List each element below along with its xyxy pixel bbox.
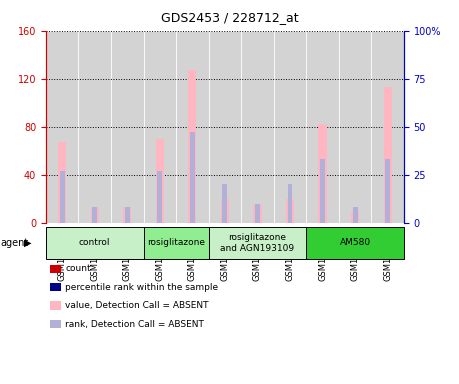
Text: percentile rank within the sample: percentile rank within the sample — [65, 283, 218, 292]
Bar — [353, 207, 358, 223]
Bar — [241, 31, 274, 223]
Bar — [274, 31, 306, 223]
Bar — [111, 31, 144, 223]
Bar — [255, 204, 260, 223]
Text: count: count — [65, 264, 91, 273]
Text: rosiglitazone
and AGN193109: rosiglitazone and AGN193109 — [220, 233, 295, 253]
Bar — [223, 184, 227, 223]
Text: AM580: AM580 — [340, 238, 371, 247]
Bar — [144, 31, 176, 223]
Bar — [371, 31, 404, 223]
Bar — [286, 199, 294, 223]
Bar — [306, 31, 339, 223]
Bar — [385, 159, 390, 223]
Bar — [188, 70, 196, 223]
Bar — [157, 171, 162, 223]
Bar — [60, 171, 65, 223]
Bar — [287, 184, 292, 223]
Bar — [190, 132, 195, 223]
Bar — [209, 31, 241, 223]
Bar — [125, 207, 130, 223]
Bar — [319, 124, 327, 223]
Bar — [78, 31, 111, 223]
Text: ▶: ▶ — [24, 238, 31, 248]
Bar — [351, 211, 359, 223]
Bar — [92, 207, 97, 223]
Bar — [384, 87, 392, 223]
Bar — [91, 207, 99, 223]
Bar — [339, 31, 371, 223]
Bar — [123, 207, 131, 223]
Bar — [320, 159, 325, 223]
Text: rank, Detection Call = ABSENT: rank, Detection Call = ABSENT — [65, 319, 204, 329]
Bar — [58, 142, 66, 223]
Text: agent: agent — [0, 238, 29, 248]
Bar — [221, 199, 229, 223]
Text: control: control — [79, 238, 111, 247]
Text: value, Detection Call = ABSENT: value, Detection Call = ABSENT — [65, 301, 209, 310]
Bar — [253, 205, 262, 223]
Text: GDS2453 / 228712_at: GDS2453 / 228712_at — [161, 12, 298, 25]
Bar — [156, 139, 164, 223]
Bar — [46, 31, 78, 223]
Bar — [176, 31, 209, 223]
Text: rosiglitazone: rosiglitazone — [147, 238, 205, 247]
